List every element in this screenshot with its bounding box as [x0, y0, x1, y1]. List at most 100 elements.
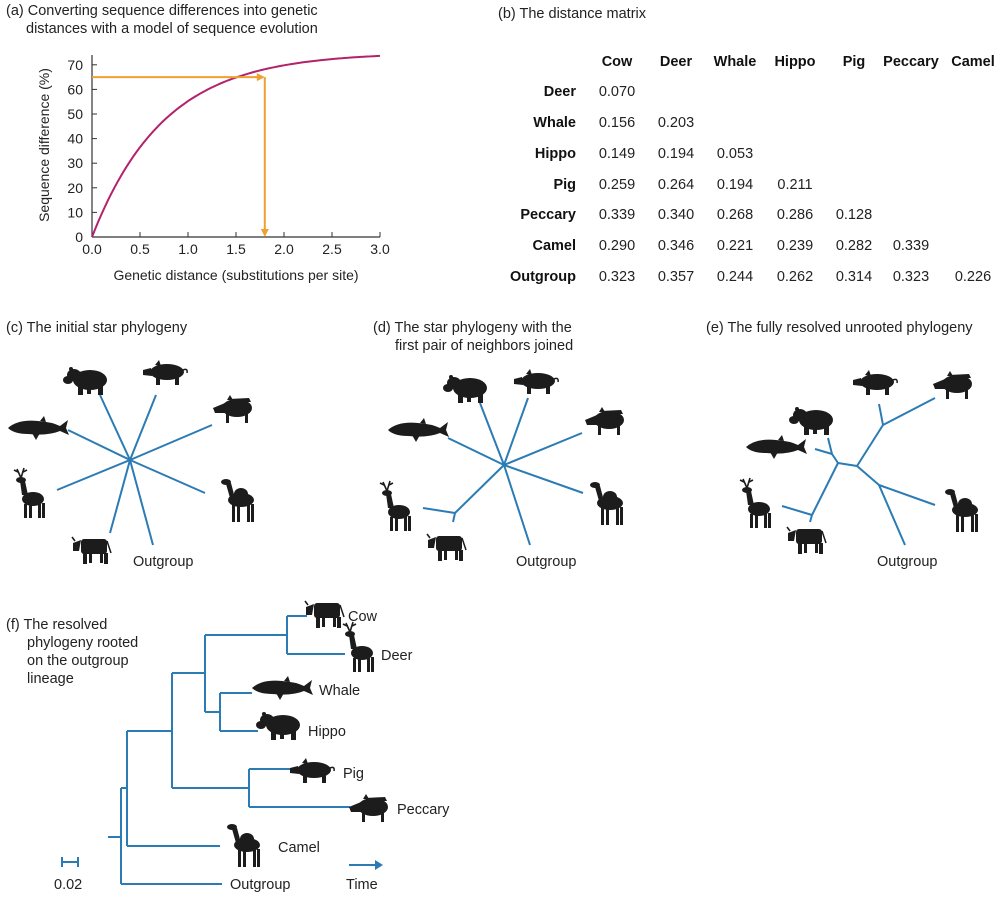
f-camel-icon	[227, 824, 260, 867]
e-branch-pig	[878, 403, 884, 426]
panel-f-tree: Cow Deer Whale Hippo Pig Peccary Camel O…	[54, 600, 450, 893]
panel-b-title: (b) The distance matrix	[498, 6, 647, 22]
matrix-cell: 0.262	[777, 269, 813, 285]
e-internal-upper	[856, 424, 884, 467]
e-camel-icon	[945, 489, 978, 532]
y-tick-label: 60	[67, 81, 83, 97]
d-cow-icon	[426, 533, 467, 562]
e-pig-icon	[852, 369, 898, 396]
f-deer-icon	[342, 621, 375, 673]
matrix-cell: 0.244	[717, 269, 753, 285]
matrix-cell: 0.226	[955, 269, 991, 285]
matrix-cell: 0.339	[599, 207, 635, 223]
e-internal-lower	[856, 465, 880, 486]
e-internal-center	[837, 462, 858, 467]
matrix-row-header: Deer	[544, 84, 577, 100]
matrix-cell: 0.339	[893, 238, 929, 254]
e-internal-left-down	[811, 462, 839, 516]
panel-a-title-line1: (a) Converting sequence differences into…	[6, 3, 318, 19]
y-tick-label: 50	[67, 106, 83, 122]
y-tick-label: 20	[67, 180, 83, 196]
y-tick-label: 10	[67, 204, 83, 220]
x-tick-label: 2.0	[274, 241, 294, 257]
panel-c-tree: Outgroup	[8, 359, 254, 570]
x-tick-label: 3.0	[370, 241, 390, 257]
c-deer-icon	[13, 467, 46, 519]
panel-a-title-line2: distances with a model of sequence evolu…	[26, 21, 318, 37]
matrix-cell: 0.282	[836, 238, 872, 254]
panel-f-title-line4: lineage	[27, 671, 74, 687]
f-cow-icon	[304, 600, 345, 629]
c-branch-whale	[67, 429, 131, 461]
panel-d-tree: Outgroup	[379, 368, 624, 570]
f-label-pig: Pig	[343, 766, 364, 782]
e-branch-hippo	[827, 437, 833, 455]
matrix-cell: 0.314	[836, 269, 872, 285]
c-branch-outgroup	[129, 459, 154, 546]
y-axis-label: Sequence difference (%)	[36, 68, 52, 222]
e-peccary-icon	[933, 371, 972, 399]
c-branch-pig	[129, 394, 157, 461]
panel-f-title-line2: phylogeny rooted	[27, 635, 139, 651]
c-peccary-icon	[213, 395, 252, 423]
c-whale-icon	[8, 416, 69, 440]
e-branch-peccary	[882, 397, 936, 426]
d-branch-hippo	[479, 402, 505, 466]
matrix-cell: 0.194	[717, 177, 753, 193]
matrix-cell: 0.194	[658, 146, 694, 162]
matrix-column-header: Hippo	[774, 54, 815, 70]
y-tick-label: 0	[75, 229, 83, 245]
matrix-cell: 0.264	[658, 177, 694, 193]
matrix-row-header: Hippo	[535, 146, 576, 162]
matrix-column-header: Whale	[714, 54, 757, 70]
d-pig-icon	[513, 368, 559, 395]
c-camel-icon	[221, 479, 254, 522]
d-camel-icon	[590, 482, 623, 525]
f-hippo-icon	[256, 712, 300, 740]
c-branch-cow	[109, 459, 131, 534]
c-branch-peccary	[129, 424, 213, 461]
time-arrow-icon	[349, 860, 383, 870]
c-hippo-icon	[63, 367, 107, 395]
matrix-row-header: Pig	[553, 177, 576, 193]
e-branch-outgroup	[878, 484, 906, 546]
matrix-cell: 0.070	[599, 84, 635, 100]
e-hippo-icon	[789, 407, 833, 435]
matrix-row-header: Whale	[533, 115, 576, 131]
matrix-row-header: Outgroup	[510, 269, 576, 285]
d-branch-deer	[422, 507, 456, 514]
panel-c-title: (c) The initial star phylogeny	[6, 320, 188, 336]
matrix-cell: 0.128	[836, 207, 872, 223]
d-outgroup-label: Outgroup	[516, 554, 576, 570]
e-branch-deer	[781, 505, 813, 516]
d-whale-icon	[388, 418, 449, 442]
matrix-row-header: Camel	[532, 238, 576, 254]
matrix-column-header: Camel	[951, 54, 995, 70]
d-branch-cow-deer	[454, 464, 505, 514]
matrix-cell: 0.259	[599, 177, 635, 193]
matrix-cell: 0.203	[658, 115, 694, 131]
panel-d-title-line2: first pair of neighbors joined	[395, 338, 574, 354]
matrix-cell: 0.053	[717, 146, 753, 162]
d-branch-outgroup	[503, 464, 531, 546]
scale-bar	[61, 857, 79, 867]
c-branch-deer	[56, 459, 131, 491]
panel-f-title-line3: on the outgroup	[27, 653, 129, 669]
e-branch-cow	[809, 514, 813, 523]
e-cow-icon	[786, 526, 827, 555]
matrix-cell: 0.357	[658, 269, 694, 285]
e-internal-left-up	[831, 453, 839, 464]
f-label-peccary: Peccary	[397, 802, 450, 818]
panel-d-title-line1: (d) The star phylogeny with the	[373, 320, 572, 336]
f-label-cow: Cow	[348, 609, 378, 625]
scale-bar-label: 0.02	[54, 877, 82, 893]
e-outgroup-label: Outgroup	[877, 554, 937, 570]
y-tick-label: 30	[67, 155, 83, 171]
matrix-cell: 0.149	[599, 146, 635, 162]
d-hippo-icon	[443, 375, 487, 403]
y-tick-label: 70	[67, 57, 83, 73]
e-deer-icon	[739, 477, 772, 529]
matrix-cell: 0.340	[658, 207, 694, 223]
matrix-cell: 0.156	[599, 115, 635, 131]
